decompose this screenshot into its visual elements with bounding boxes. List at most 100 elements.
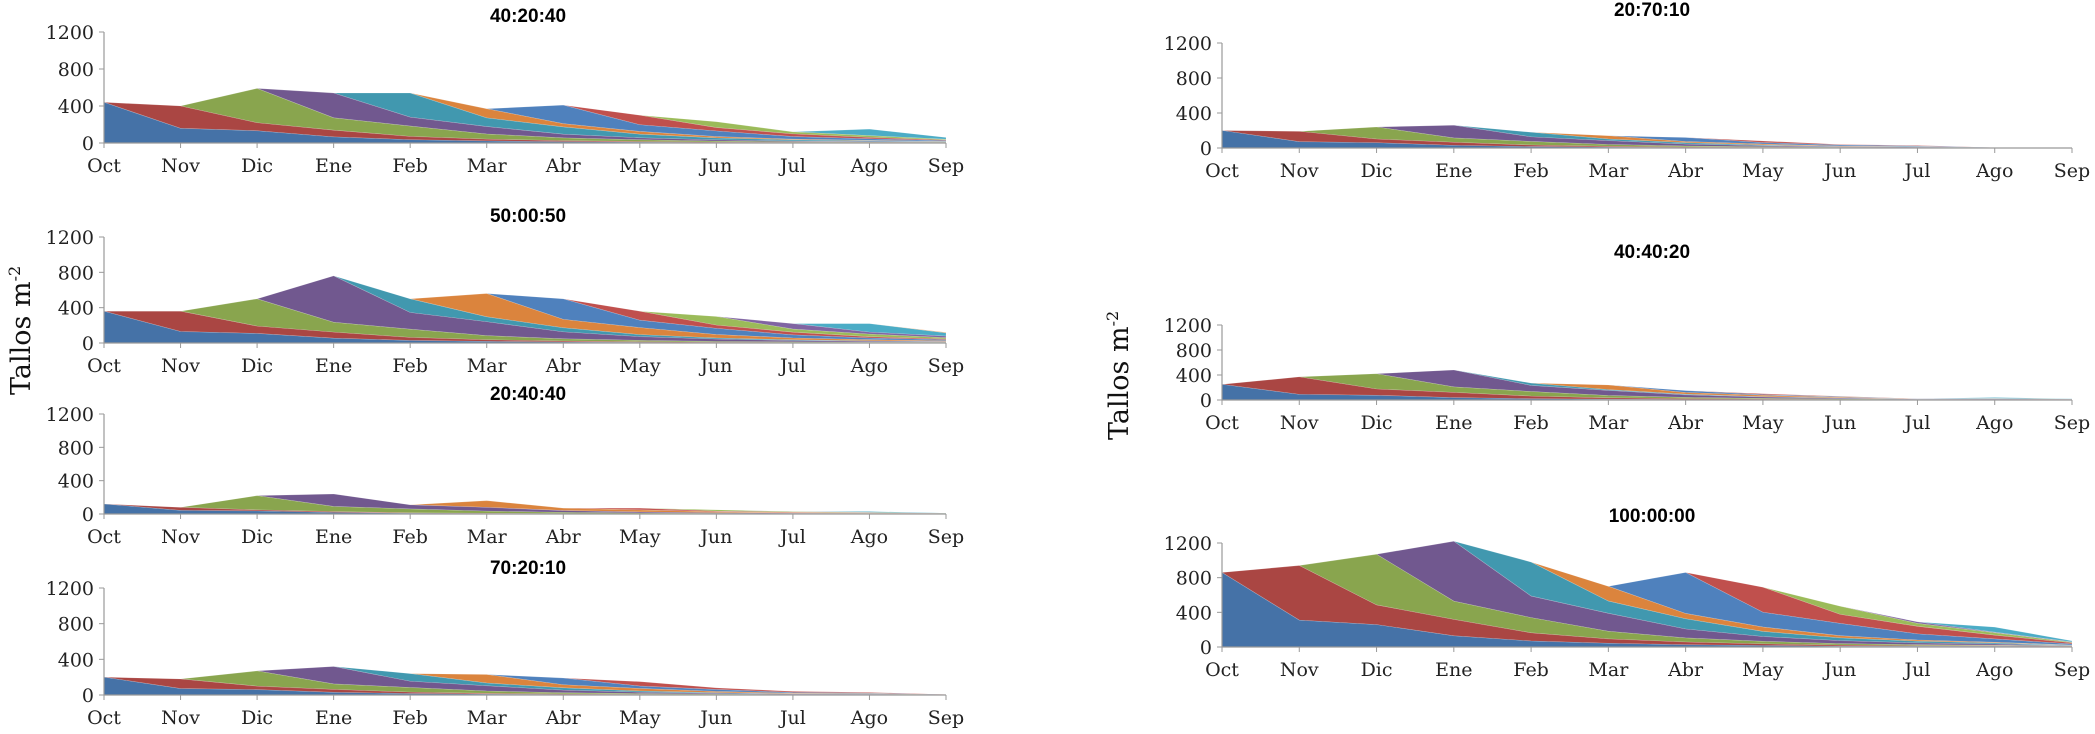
y-tick-label: 0 xyxy=(82,133,94,155)
x-tick-label: Nov xyxy=(161,155,200,177)
x-tick-label: Oct xyxy=(1205,412,1239,434)
x-tick-label: Sep xyxy=(928,355,964,377)
x-tick-label: Dic xyxy=(241,355,273,377)
x-tick-label: Oct xyxy=(87,355,121,377)
x-tick-label: May xyxy=(619,707,661,729)
x-tick-label: Ago xyxy=(850,355,888,377)
cohort-area-May xyxy=(563,298,947,341)
y-tick-label: 1200 xyxy=(1164,33,1212,55)
y-tick-label: 800 xyxy=(1176,68,1212,90)
x-tick-label: Ene xyxy=(315,526,352,548)
x-tick-label: Jul xyxy=(1902,412,1930,434)
y-tick-label: 400 xyxy=(58,649,94,671)
y-tick-label: 0 xyxy=(1200,390,1212,412)
x-tick-label: Jul xyxy=(778,707,806,729)
cohort-area-Mar xyxy=(1531,382,2073,400)
x-tick-label: Sep xyxy=(928,707,964,729)
cohort-area-Sep xyxy=(869,323,947,334)
x-tick-label: Jun xyxy=(1822,412,1856,434)
x-tick-label: Jul xyxy=(778,526,806,548)
chart-40-20-40: 0 400 800 1200 Oct Nov Dic Ene Feb Mar Abr May Jun Ju… xyxy=(46,6,965,177)
x-tick-label: Ene xyxy=(315,355,352,377)
x-tick-label: Feb xyxy=(1513,659,1549,681)
x-tick-label: Mar xyxy=(467,707,508,729)
x-tick-label: Sep xyxy=(2054,659,2090,681)
x-tick-label: Ago xyxy=(850,707,888,729)
x-tick-label: Ago xyxy=(1975,659,2013,681)
x-tick-label: Jun xyxy=(1822,160,1856,182)
x-tick-label: Jun xyxy=(698,355,732,377)
x-tick-label: Nov xyxy=(161,355,200,377)
cohort-area-Feb xyxy=(333,275,947,343)
y-tick-label: 1200 xyxy=(1164,315,1212,337)
y-tick-label: 0 xyxy=(82,504,94,526)
cohort-area-Ene xyxy=(1375,540,2073,647)
x-tick-label: Feb xyxy=(392,155,428,177)
x-tick-label: Dic xyxy=(241,155,273,177)
x-tick-label: Sep xyxy=(2054,412,2090,434)
x-tick-label: Jul xyxy=(1902,160,1930,182)
x-tick-label: Nov xyxy=(161,707,200,729)
y-tick-label: 1200 xyxy=(46,404,94,426)
cohort-area-May xyxy=(1685,390,2073,400)
x-tick-label: Ago xyxy=(1975,412,2013,434)
x-tick-label: Abr xyxy=(545,526,582,548)
x-tick-label: Dic xyxy=(1361,412,1393,434)
x-tick-label: Dic xyxy=(241,707,273,729)
x-tick-label: Jul xyxy=(778,155,806,177)
x-tick-label: Dic xyxy=(1361,160,1393,182)
y-tick-label: 800 xyxy=(1176,568,1212,590)
x-tick-label: Nov xyxy=(1280,659,1319,681)
x-tick-label: Sep xyxy=(928,526,964,548)
chart-title: 100:00:00 xyxy=(1609,506,1696,527)
x-tick-label: May xyxy=(1742,160,1784,182)
y-tick-label: 1200 xyxy=(46,22,94,44)
chart-title: 20:40:40 xyxy=(490,384,566,405)
x-tick-label: Oct xyxy=(87,155,121,177)
y-tick-label: 400 xyxy=(58,471,94,493)
y-tick-label: 800 xyxy=(58,437,94,459)
x-tick-label: Feb xyxy=(392,707,428,729)
chart-20-70-10: 0 400 800 1200 Oct Nov Dic Ene Feb Mar Abr May Jun Ju… xyxy=(1164,0,2091,182)
y-tick-label: 0 xyxy=(1200,138,1212,160)
chart-40-40-20: 0 400 800 1200 Oct Nov Dic Ene Feb Mar Abr May Jun Ju… xyxy=(1164,242,2091,434)
x-tick-label: Sep xyxy=(2054,160,2090,182)
x-tick-label: Ene xyxy=(1435,160,1472,182)
x-tick-label: Mar xyxy=(1588,160,1629,182)
x-tick-label: Mar xyxy=(467,155,508,177)
y-tick-label: 1200 xyxy=(46,227,94,249)
chart-title: 70:20:10 xyxy=(490,558,566,579)
cohort-area-Feb xyxy=(333,92,947,143)
cohort-area-Ago xyxy=(792,128,947,140)
y-tick-label: 1200 xyxy=(1164,533,1212,555)
x-tick-label: Feb xyxy=(1513,412,1549,434)
y-axis-title-left: Tallos m-2 xyxy=(5,266,37,395)
x-tick-label: Dic xyxy=(1361,659,1393,681)
cohort-area-Feb xyxy=(1453,369,2073,400)
x-tick-label: Ene xyxy=(315,155,352,177)
x-tick-label: Ago xyxy=(850,155,888,177)
x-tick-label: Jun xyxy=(698,707,732,729)
cohort-area-Abr xyxy=(486,104,947,142)
chart-70-20-10: 0 400 800 1200 Oct Nov Dic Ene Feb Mar Abr May Jun Ju… xyxy=(46,558,965,729)
y-tick-label: 800 xyxy=(1176,340,1212,362)
x-tick-label: Ago xyxy=(850,526,888,548)
cohort-area-May xyxy=(563,104,947,141)
x-tick-label: Ago xyxy=(1975,160,2013,182)
cohort-area-Ago xyxy=(1917,621,2073,643)
chart-20-40-40: 0 400 800 1200 Oct Nov Dic Ene Feb Mar Abr May Jun Ju… xyxy=(46,384,965,548)
x-tick-label: Abr xyxy=(1667,160,1704,182)
y-tick-label: 0 xyxy=(1200,637,1212,659)
x-tick-label: Feb xyxy=(392,355,428,377)
x-tick-label: Feb xyxy=(392,526,428,548)
x-tick-label: Jun xyxy=(698,155,732,177)
x-tick-label: Mar xyxy=(467,526,508,548)
x-tick-label: Ene xyxy=(1435,659,1472,681)
chart-title: 50:00:50 xyxy=(490,206,566,227)
y-tick-label: 0 xyxy=(82,685,94,707)
chart-100-00-00: 0 400 800 1200 Oct Nov Dic Ene Feb Mar Abr May Jun Ju… xyxy=(1164,506,2091,681)
y-tick-label: 400 xyxy=(1176,602,1212,624)
cohort-area-Jul xyxy=(716,509,947,514)
